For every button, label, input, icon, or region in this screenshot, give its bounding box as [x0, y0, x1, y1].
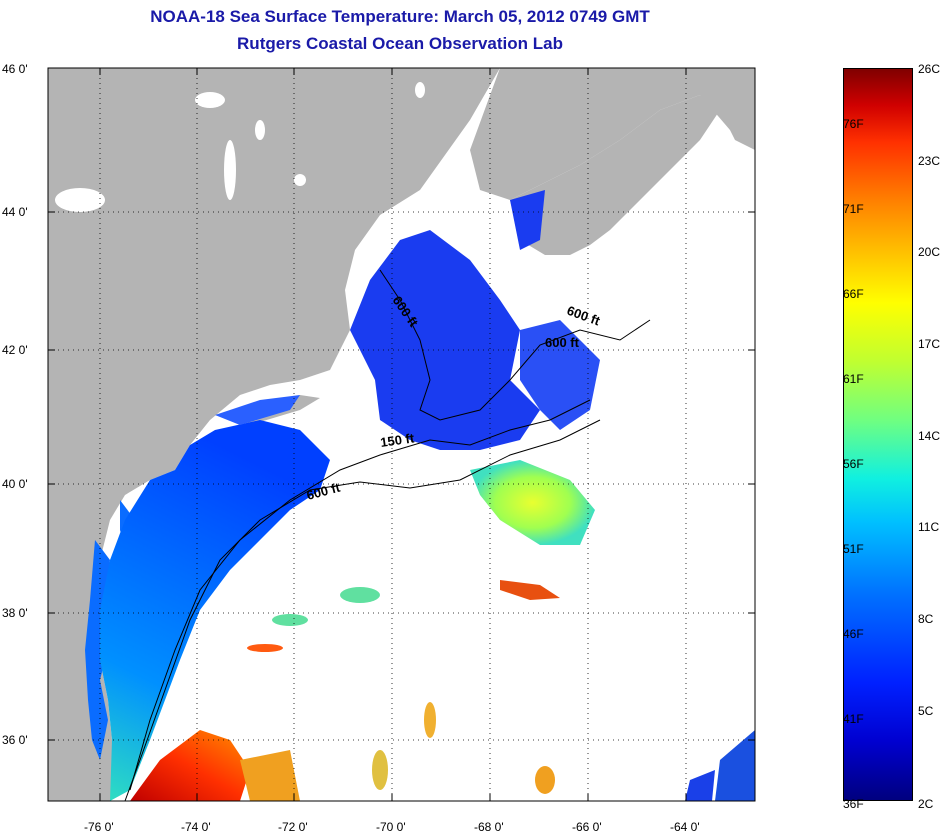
colorbar-f-label: 56F — [843, 457, 864, 471]
map-frame — [47, 67, 756, 802]
lat-label-38: 38 0' — [2, 606, 28, 620]
lat-label-36: 36 0' — [2, 733, 28, 747]
colorbar-c-label: 8C — [918, 612, 934, 626]
ny-bight-water — [215, 395, 300, 425]
lat-label-40: 40 0' — [2, 477, 28, 491]
gulf-stream-core — [130, 730, 250, 801]
graticule — [48, 68, 755, 801]
bay-of-fundy-water — [510, 190, 545, 250]
map-subtitle: Rutgers Coastal Ocean Observation Lab — [237, 34, 563, 53]
map-plot-area: 600 ft 600 ft 600 ft 150 ft 600 ft — [48, 68, 755, 801]
land-nova-scotia — [510, 95, 720, 255]
colorbar-c-label: 14C — [918, 429, 941, 443]
lon-label-72: -72 0' — [278, 820, 308, 834]
colorbar-c-label: 26C — [918, 62, 941, 76]
colorbar-f-label: 36F — [843, 797, 864, 811]
colorbar-c-label: 11C — [918, 520, 940, 534]
contour-600ft — [124, 419, 601, 801]
inland-lakes — [55, 82, 425, 212]
colorbar-f-label: 61F — [843, 372, 864, 386]
shelf-water — [100, 420, 330, 801]
map-title: NOAA-18 Sea Surface Temperature: March 0… — [150, 7, 650, 26]
scattered-warm-patches — [247, 587, 555, 794]
colorbar-f-label: 71F — [843, 202, 864, 216]
contour-label-3: 600 ft — [545, 335, 580, 350]
colorbar-f-label: 51F — [843, 542, 864, 556]
land-cape-breton — [720, 95, 755, 150]
colorbar-f-label: 66F — [843, 287, 864, 301]
temperature-colorbar — [843, 68, 913, 801]
colorbar-c-label: 20C — [918, 245, 941, 259]
colorbar-c-label: 2C — [918, 797, 934, 811]
colorbar-f-label: 41F — [843, 712, 864, 726]
contour-gulf-of-maine — [379, 269, 651, 421]
axis-ticks — [48, 67, 755, 801]
lon-label-76: -76 0' — [84, 820, 114, 834]
colorbar-f-label: 46F — [843, 627, 864, 641]
gulf-of-maine-water — [350, 230, 540, 450]
colorbar-c-label: 17C — [918, 337, 941, 351]
lat-label-42: 42 0' — [2, 343, 28, 357]
lat-label-44: 44 0' — [2, 205, 28, 219]
colorbar-f-label: 76F — [843, 117, 864, 131]
land-canada — [470, 68, 755, 200]
southeast-cold-water — [715, 730, 755, 801]
scotian-shelf-water — [520, 320, 600, 430]
colorbar-c-label: 5C — [918, 704, 934, 718]
colorbar-c-label: 23C — [918, 154, 941, 168]
bathymetry-contours — [124, 269, 651, 801]
east-blue-patch — [685, 770, 715, 801]
lat-label-46: 46 0' — [2, 62, 28, 76]
lon-label-74: -74 0' — [181, 820, 211, 834]
land-us-east-coast — [48, 68, 500, 801]
contour-label-4: 150 ft — [379, 430, 415, 450]
warm-streak — [500, 580, 560, 600]
lon-label-66: -66 0' — [572, 820, 602, 834]
warm-eddy — [470, 460, 595, 545]
contour-150ft — [129, 399, 591, 791]
lon-label-70: -70 0' — [376, 820, 406, 834]
lon-label-68: -68 0' — [474, 820, 504, 834]
gulf-stream-patch — [240, 750, 300, 801]
lon-label-64: -64 0' — [670, 820, 700, 834]
